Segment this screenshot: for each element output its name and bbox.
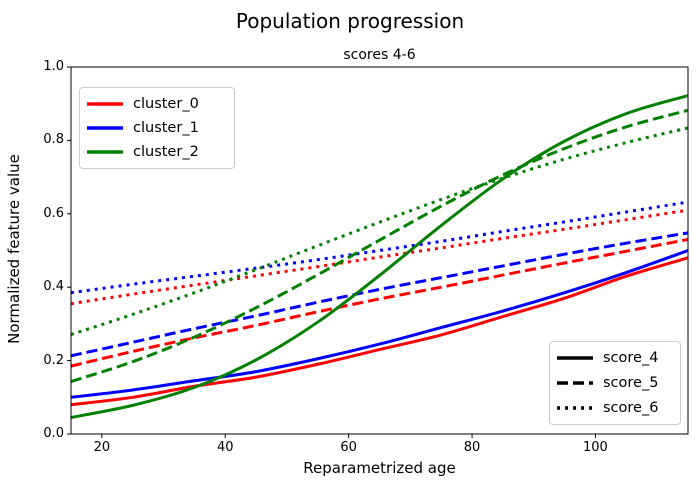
- y-tick-label: 0.8: [43, 132, 64, 148]
- legend-label: score_4: [603, 350, 659, 367]
- legend-label: score_5: [603, 374, 659, 391]
- curve-cluster_2-score_5: [71, 108, 688, 383]
- y-axis-label: Normalized feature value: [5, 154, 23, 344]
- dashed-line-swatch: [557, 381, 593, 385]
- y-tick-label: 0.0: [43, 426, 64, 441]
- cluster-0-line-swatch: [87, 102, 123, 106]
- x-tick-label: 100: [583, 440, 608, 455]
- legend-item-cluster-0: cluster_0: [86, 92, 226, 116]
- y-tick-label: 1.0: [43, 59, 64, 74]
- curve-cluster_0-score_4: [71, 256, 688, 407]
- legend-label: cluster_1: [133, 120, 199, 136]
- figure-title: Population progression: [235, 9, 465, 33]
- cluster-1-line-swatch: [87, 126, 123, 130]
- legend-item-cluster-1: cluster_1: [86, 116, 226, 140]
- legend-label: score_6: [603, 399, 659, 416]
- solid-line-swatch: [557, 356, 593, 361]
- curve-cluster_0-score_5: [71, 238, 688, 368]
- curve-cluster_2-score_6: [71, 126, 688, 336]
- legend-item-score-6: score_6: [556, 396, 672, 420]
- legend-label: cluster_0: [133, 96, 199, 112]
- curve-cluster_1-score_5: [71, 231, 688, 358]
- y-tick-label: 0.4: [43, 279, 64, 295]
- legend-label: cluster_2: [133, 144, 199, 160]
- curve-cluster_0-score_6: [71, 208, 688, 306]
- dotted-line-swatch: [557, 405, 593, 410]
- legend-item-score-5: score_5: [556, 371, 672, 395]
- curve-cluster_1-score_6: [71, 200, 688, 295]
- legend-item-score-4: score_4: [556, 346, 672, 370]
- x-axis-label: Reparametrized age: [303, 459, 456, 477]
- curve-cluster_2-score_4: [71, 94, 688, 419]
- curve-cluster_1-score_4: [71, 249, 688, 399]
- cluster-2-line-swatch: [87, 150, 123, 154]
- x-tick-label: 40: [216, 440, 234, 455]
- legend-item-cluster-2: cluster_2: [86, 140, 226, 164]
- axes-spines: [70, 66, 689, 435]
- axes-title: scores 4-6: [343, 47, 416, 63]
- y-tick-label: 0.6: [43, 205, 64, 221]
- x-tick-label: 60: [340, 440, 357, 455]
- score-legend: score_4 score_5 score_6: [549, 341, 681, 425]
- x-tick-label: 80: [463, 440, 481, 455]
- y-tick-label: 0.2: [43, 352, 64, 368]
- cluster-legend: cluster_0 cluster_1 cluster_2: [79, 87, 235, 169]
- x-tick-label: 20: [93, 440, 111, 455]
